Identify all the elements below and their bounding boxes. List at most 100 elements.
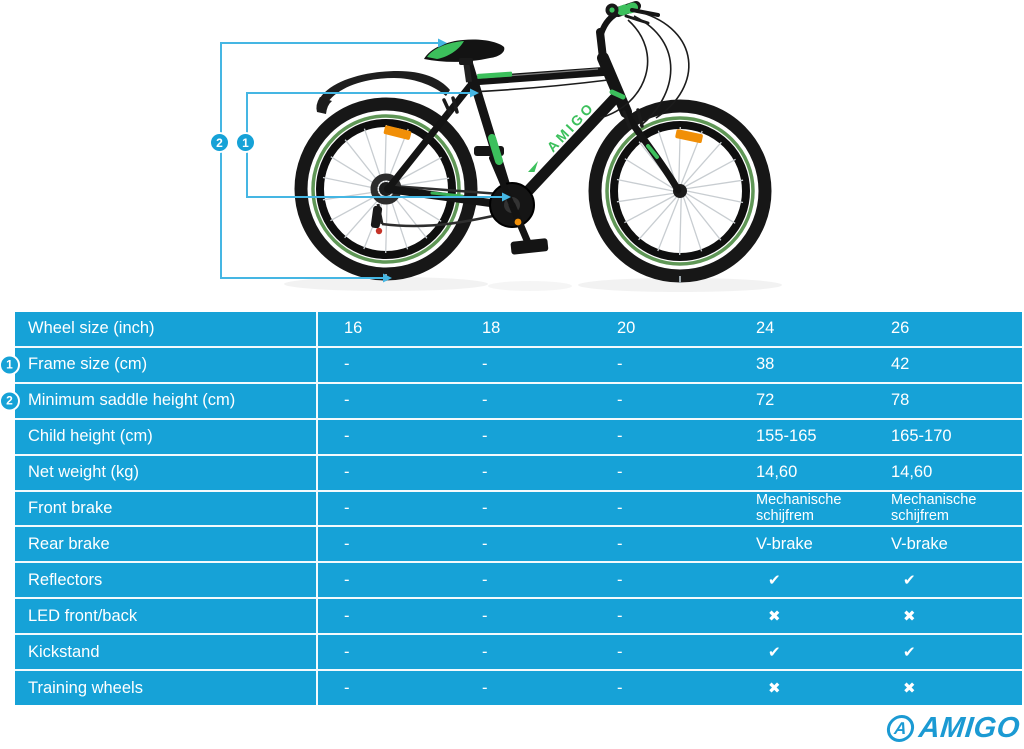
- table-row: Reflectors - - - ✔ ✔: [15, 561, 1022, 598]
- cell-value: 42: [891, 355, 910, 374]
- cell-value: Mechanische schijfrem: [891, 492, 977, 525]
- down-tube: [508, 91, 622, 212]
- cell-value: 24: [756, 319, 775, 338]
- cell-value: 14,60: [756, 463, 798, 482]
- cell-value: ✔: [903, 572, 916, 590]
- saddle-green-accent: [427, 41, 464, 59]
- top-tube: [467, 66, 615, 86]
- bike-illustration: AMIGO: [220, 1, 782, 292]
- cell-value: -: [482, 427, 488, 446]
- cell-value: -: [617, 391, 623, 410]
- row-label: Reflectors: [15, 563, 318, 598]
- cell-value: -: [482, 463, 488, 482]
- marker-badge-2: 2: [209, 132, 230, 153]
- cell-value: 72: [756, 391, 775, 410]
- cell-value: -: [617, 606, 623, 625]
- cell-value: -: [482, 534, 488, 553]
- cell-value: -: [482, 606, 488, 625]
- row-label: Child height (cm): [15, 419, 318, 454]
- cell-value: 26: [891, 319, 910, 338]
- derailleur-red-tip: [375, 227, 383, 235]
- cell-value: -: [482, 498, 488, 517]
- cell-value: -: [617, 678, 623, 697]
- dimension-line-saddle-height: [220, 42, 438, 279]
- cell-value: 14,60: [891, 463, 933, 482]
- cell-value: ✔: [768, 572, 781, 590]
- cell-value: ✖: [903, 680, 916, 698]
- row-label: Front brake: [15, 491, 318, 526]
- row-label: LED front/back: [15, 599, 318, 634]
- cell-value: ✔: [768, 644, 781, 662]
- table-row: Net weight (kg) - - - 14,60 14,60: [15, 453, 1022, 490]
- handlebar-grip: [605, 1, 660, 25]
- row-marker-badge: 2: [0, 390, 20, 412]
- cell-value: ✖: [903, 608, 916, 626]
- table-row: Minimum saddle height (cm) 2 - - - 72 78: [0, 381, 1022, 418]
- front-wheel: [588, 99, 772, 283]
- frame: [384, 8, 682, 212]
- table-row: Training wheels - - - ✖ ✖: [15, 669, 1022, 705]
- bike-shadow: [284, 277, 782, 292]
- crankset: [474, 146, 549, 255]
- cell-value: -: [617, 427, 623, 446]
- spec-table-rows: Wheel size (inch) 16 18 20 24 26 Frame size (c…: [0, 312, 1022, 705]
- row-label: Kickstand: [15, 635, 318, 670]
- front-wheel-reflector: [675, 129, 703, 144]
- cell-value: -: [617, 355, 623, 374]
- cell-value: Mechanische schijfrem: [756, 492, 842, 525]
- cell-value: ✖: [768, 608, 781, 626]
- row-label: Net weight (kg): [15, 455, 318, 490]
- cell-value: -: [344, 570, 350, 589]
- cell-value: -: [344, 678, 350, 697]
- cell-value: -: [344, 463, 350, 482]
- cell-value: -: [617, 534, 623, 553]
- cell-value: 18: [482, 319, 501, 338]
- cell-value: -: [617, 498, 623, 517]
- table-row: Kickstand - - - ✔ ✔: [15, 633, 1022, 670]
- rear-fender: [316, 71, 450, 114]
- cell-value: 78: [891, 391, 910, 410]
- front-spokes: [616, 126, 744, 256]
- brake-calipers: [442, 96, 644, 130]
- table-row: Child height (cm) - - - 155-165 165-170: [15, 417, 1022, 454]
- cell-value: V-brake: [756, 534, 813, 553]
- cell-value: 16: [344, 319, 363, 338]
- cell-value: -: [482, 678, 488, 697]
- marker-badge-1: 1: [235, 132, 256, 153]
- cell-value: -: [617, 463, 623, 482]
- amigo-logo-mark-icon: A: [885, 715, 916, 742]
- bike-figure: AMIGO 2 1: [0, 0, 1024, 312]
- row-label: Minimum saddle height (cm) 2: [0, 383, 318, 418]
- cell-value: -: [482, 355, 488, 374]
- rear-wheel: [294, 97, 478, 281]
- cell-value: 20: [617, 319, 636, 338]
- cell-value: -: [617, 570, 623, 589]
- brake-cables: [469, 11, 690, 127]
- cell-value: -: [344, 606, 350, 625]
- brake-lever: [630, 8, 660, 17]
- table-row: LED front/back - - - ✖ ✖: [15, 597, 1022, 634]
- seatstay-tube: [384, 82, 474, 193]
- cell-value: -: [482, 570, 488, 589]
- row-label: Rear brake: [15, 527, 318, 562]
- head-tube: [597, 52, 632, 118]
- cell-value: 165-170: [891, 427, 952, 446]
- table-row: Frame size (cm) 1 - - - 38 42: [0, 345, 1022, 382]
- cell-value: ✔: [903, 644, 916, 662]
- row-label: Training wheels: [15, 671, 318, 705]
- row-label: Wheel size (inch): [15, 312, 318, 346]
- cell-value: -: [344, 534, 350, 553]
- spec-table: Wheel size (inch) 16 18 20 24 26 Frame size (c…: [0, 312, 1022, 705]
- cell-value: -: [482, 391, 488, 410]
- cell-value: 155-165: [756, 427, 817, 446]
- cell-value: -: [344, 355, 350, 374]
- row-marker-badge: 1: [0, 354, 20, 376]
- cell-value: V-brake: [891, 534, 948, 553]
- table-row: Wheel size (inch) 16 18 20 24 26: [15, 312, 1022, 346]
- rear-wheel-reflector: [383, 125, 412, 140]
- table-row: Front brake - - - Mechanische schijfrem Mecha…: [15, 489, 1022, 526]
- cell-value: -: [344, 427, 350, 446]
- amigo-logo: A AMIGO: [885, 712, 1022, 745]
- cell-value: 38: [756, 355, 775, 374]
